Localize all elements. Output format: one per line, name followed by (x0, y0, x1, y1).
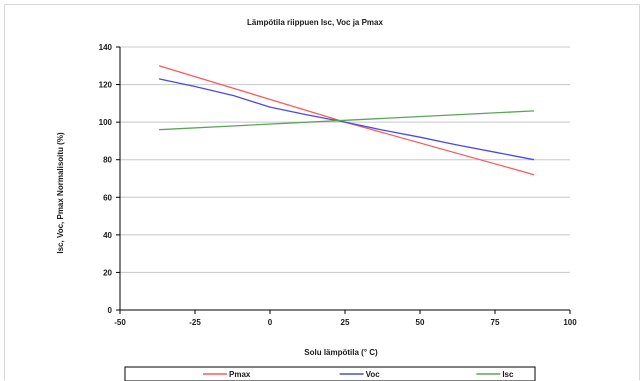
legend: Pmax Voc Isc (124, 366, 536, 381)
y-tick-label-140: 140 (99, 43, 113, 52)
y-tick-label-20: 20 (103, 268, 112, 277)
legend-label-pmax: Pmax (229, 370, 251, 379)
x-tick-label-75: 75 (491, 318, 500, 327)
legend-box (124, 366, 536, 381)
legend-label-isc: Isc (502, 370, 514, 379)
x-tick-label-25: 25 (341, 318, 350, 327)
line-chart: Lämpötila riippuen Isc, Voc ja Pmax -50-… (56, 18, 577, 381)
x-axis-label: Solu lämpötila (° C) (304, 348, 378, 357)
x-tick-label-50: 50 (416, 318, 425, 327)
series-line-voc (158, 78, 535, 161)
gridlines (120, 46, 570, 273)
chart-title: Lämpötila riippuen Isc, Voc ja Pmax (247, 18, 383, 27)
chart-frame: Lämpötila riippuen Isc, Voc ja Pmax -50-… (4, 4, 640, 381)
y-axis-ticks: 0 20 40 60 80 100 120 140 (99, 43, 120, 315)
series-line-isc (158, 110, 535, 131)
axes (119, 47, 570, 311)
y-tick-label-100: 100 (99, 118, 113, 127)
y-tick-label-40: 40 (103, 231, 112, 240)
legend-label-voc: Voc (366, 370, 381, 379)
series-lines (158, 65, 535, 176)
y-tick-label-0: 0 (108, 306, 113, 315)
x-tick-label-0: 0 (268, 318, 273, 327)
y-tick-label-80: 80 (103, 156, 112, 165)
x-tick-label--50: -50 (114, 318, 126, 327)
y-axis-label: Isc, Voc, Pmax Normalisoitu (%) (56, 132, 65, 254)
y-tick-label-120: 120 (99, 81, 113, 90)
y-tick-label-60: 60 (103, 193, 112, 202)
x-tick-label--25: -25 (189, 318, 201, 327)
x-tick-label-100: 100 (563, 318, 577, 327)
x-axis-ticks: -50 -25 0 25 50 75 100 (114, 310, 577, 327)
